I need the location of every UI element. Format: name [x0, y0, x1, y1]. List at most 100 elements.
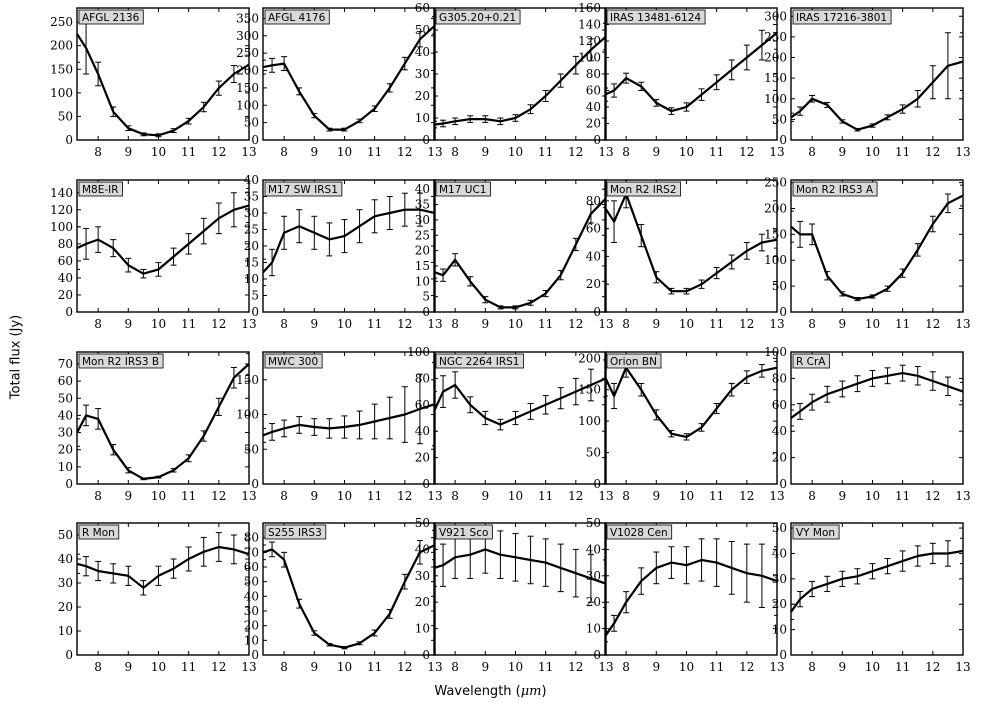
y-tick-label: 40: [415, 424, 430, 438]
y-tick-label: 10: [415, 111, 430, 125]
data-line: [263, 544, 435, 649]
x-tick-label: 11: [709, 317, 724, 331]
y-tick-label: 20: [415, 89, 430, 103]
y-tick-label: 20: [586, 277, 601, 291]
data-line: [434, 35, 606, 126]
panel-frame: [433, 351, 607, 485]
series: [263, 192, 435, 287]
series: [605, 180, 777, 295]
y-tick-label: 15: [244, 256, 259, 270]
y-tick-label: 40: [244, 589, 259, 603]
panel-frame: [604, 351, 778, 485]
x-tick-label: 8: [451, 317, 459, 331]
y-tick-label: 140: [578, 18, 601, 32]
y-tick-label: 10: [586, 622, 601, 636]
panel-label-box: [264, 524, 327, 540]
x-tick-label: 10: [508, 317, 523, 331]
y-tick-label: 20: [586, 595, 601, 609]
x-tick-label: 12: [925, 660, 940, 674]
y-tick-label: 10: [244, 633, 259, 647]
x-tick-label: 13: [955, 660, 970, 674]
y-tick-label: 30: [415, 67, 430, 81]
panel-label: V1028 Cen: [610, 527, 668, 539]
x-tick-label: 11: [709, 660, 724, 674]
y-tick-label: 100: [578, 414, 601, 428]
y-tick-label: 100: [764, 345, 787, 359]
x-tick-label: 9: [481, 317, 489, 331]
y-tick-label: 60: [244, 560, 259, 574]
y-tick-label: 0: [65, 648, 73, 662]
y-tick-label: 0: [779, 648, 787, 662]
x-tick-label: 11: [181, 145, 196, 159]
panel-label: MWC 300: [268, 356, 318, 368]
data-line: [77, 363, 249, 480]
y-tick-label: 50: [58, 528, 73, 542]
y-tick-label: 80: [586, 67, 601, 81]
y-tick-label: 50: [244, 442, 259, 456]
y-tick-label: 80: [772, 371, 787, 385]
x-tick-label: 8: [808, 489, 816, 503]
y-tick-label: 250: [50, 15, 73, 29]
y-tick-label: 20: [415, 595, 430, 609]
y-tick-label: 20: [58, 288, 73, 302]
y-tick-label: 10: [415, 622, 430, 636]
y-tick-label: 35: [244, 190, 259, 204]
x-tick-label: 8: [451, 145, 459, 159]
panel-frame: [262, 179, 436, 313]
panel-label-box: [264, 353, 323, 369]
panel-label: NGC 2264 IRS1: [439, 356, 519, 368]
x-tick-label: 10: [865, 317, 880, 331]
y-tick-label: 160: [578, 1, 601, 15]
panel-frame: [790, 179, 964, 313]
x-tick-label: 9: [838, 489, 846, 503]
y-tick-label: 0: [65, 477, 73, 491]
y-tick-label: 80: [244, 531, 259, 545]
x-tick-label: 9: [310, 489, 318, 503]
x-tick-label: 9: [481, 145, 489, 159]
panel-label: IRAS 13481-6124: [610, 12, 701, 24]
y-tick-label: 40: [58, 552, 73, 566]
x-tick-label: 11: [538, 660, 553, 674]
x-tick-label: 10: [337, 145, 352, 159]
y-tick-label: 40: [415, 542, 430, 556]
x-tick-label: 9: [838, 317, 846, 331]
y-tick-label: 40: [244, 173, 259, 187]
x-tick-label: 9: [838, 145, 846, 159]
y-tick-label: 15: [415, 259, 430, 273]
x-tick-label: 12: [568, 489, 583, 503]
y-tick-label: 80: [415, 371, 430, 385]
y-tick-label: 5: [251, 289, 259, 303]
panel-label: Mon R2 IRS3 B: [82, 356, 159, 368]
y-tick-label: 100: [407, 345, 430, 359]
y-tick-label: 250: [764, 176, 787, 190]
x-tick-label: 12: [397, 660, 412, 674]
x-tick-label: 11: [709, 489, 724, 503]
x-tick-label: 13: [955, 489, 970, 503]
y-tick-label: 10: [772, 623, 787, 637]
x-tick-label: 11: [895, 489, 910, 503]
x-tick-label: 10: [865, 145, 880, 159]
x-tick-label: 8: [622, 489, 630, 503]
y-tick-label: 200: [236, 64, 259, 78]
y-tick-label: 20: [244, 239, 259, 253]
x-tick-label: 12: [739, 317, 754, 331]
y-tick-label: 250: [236, 46, 259, 60]
x-tick-label: 12: [211, 317, 226, 331]
x-tick-label: 10: [865, 489, 880, 503]
data-line: [791, 194, 963, 301]
x-tick-label: 9: [310, 660, 318, 674]
y-tick-label: 35: [415, 198, 430, 212]
y-tick-label: 100: [764, 253, 787, 267]
series: [791, 537, 963, 620]
x-tick-label: 9: [310, 317, 318, 331]
x-tick-label: 10: [337, 317, 352, 331]
y-tick-label: 60: [415, 1, 430, 15]
series: [263, 361, 435, 447]
y-tick-label: 5: [422, 290, 430, 304]
x-tick-label: 10: [679, 145, 694, 159]
x-tick-label: 9: [838, 660, 846, 674]
